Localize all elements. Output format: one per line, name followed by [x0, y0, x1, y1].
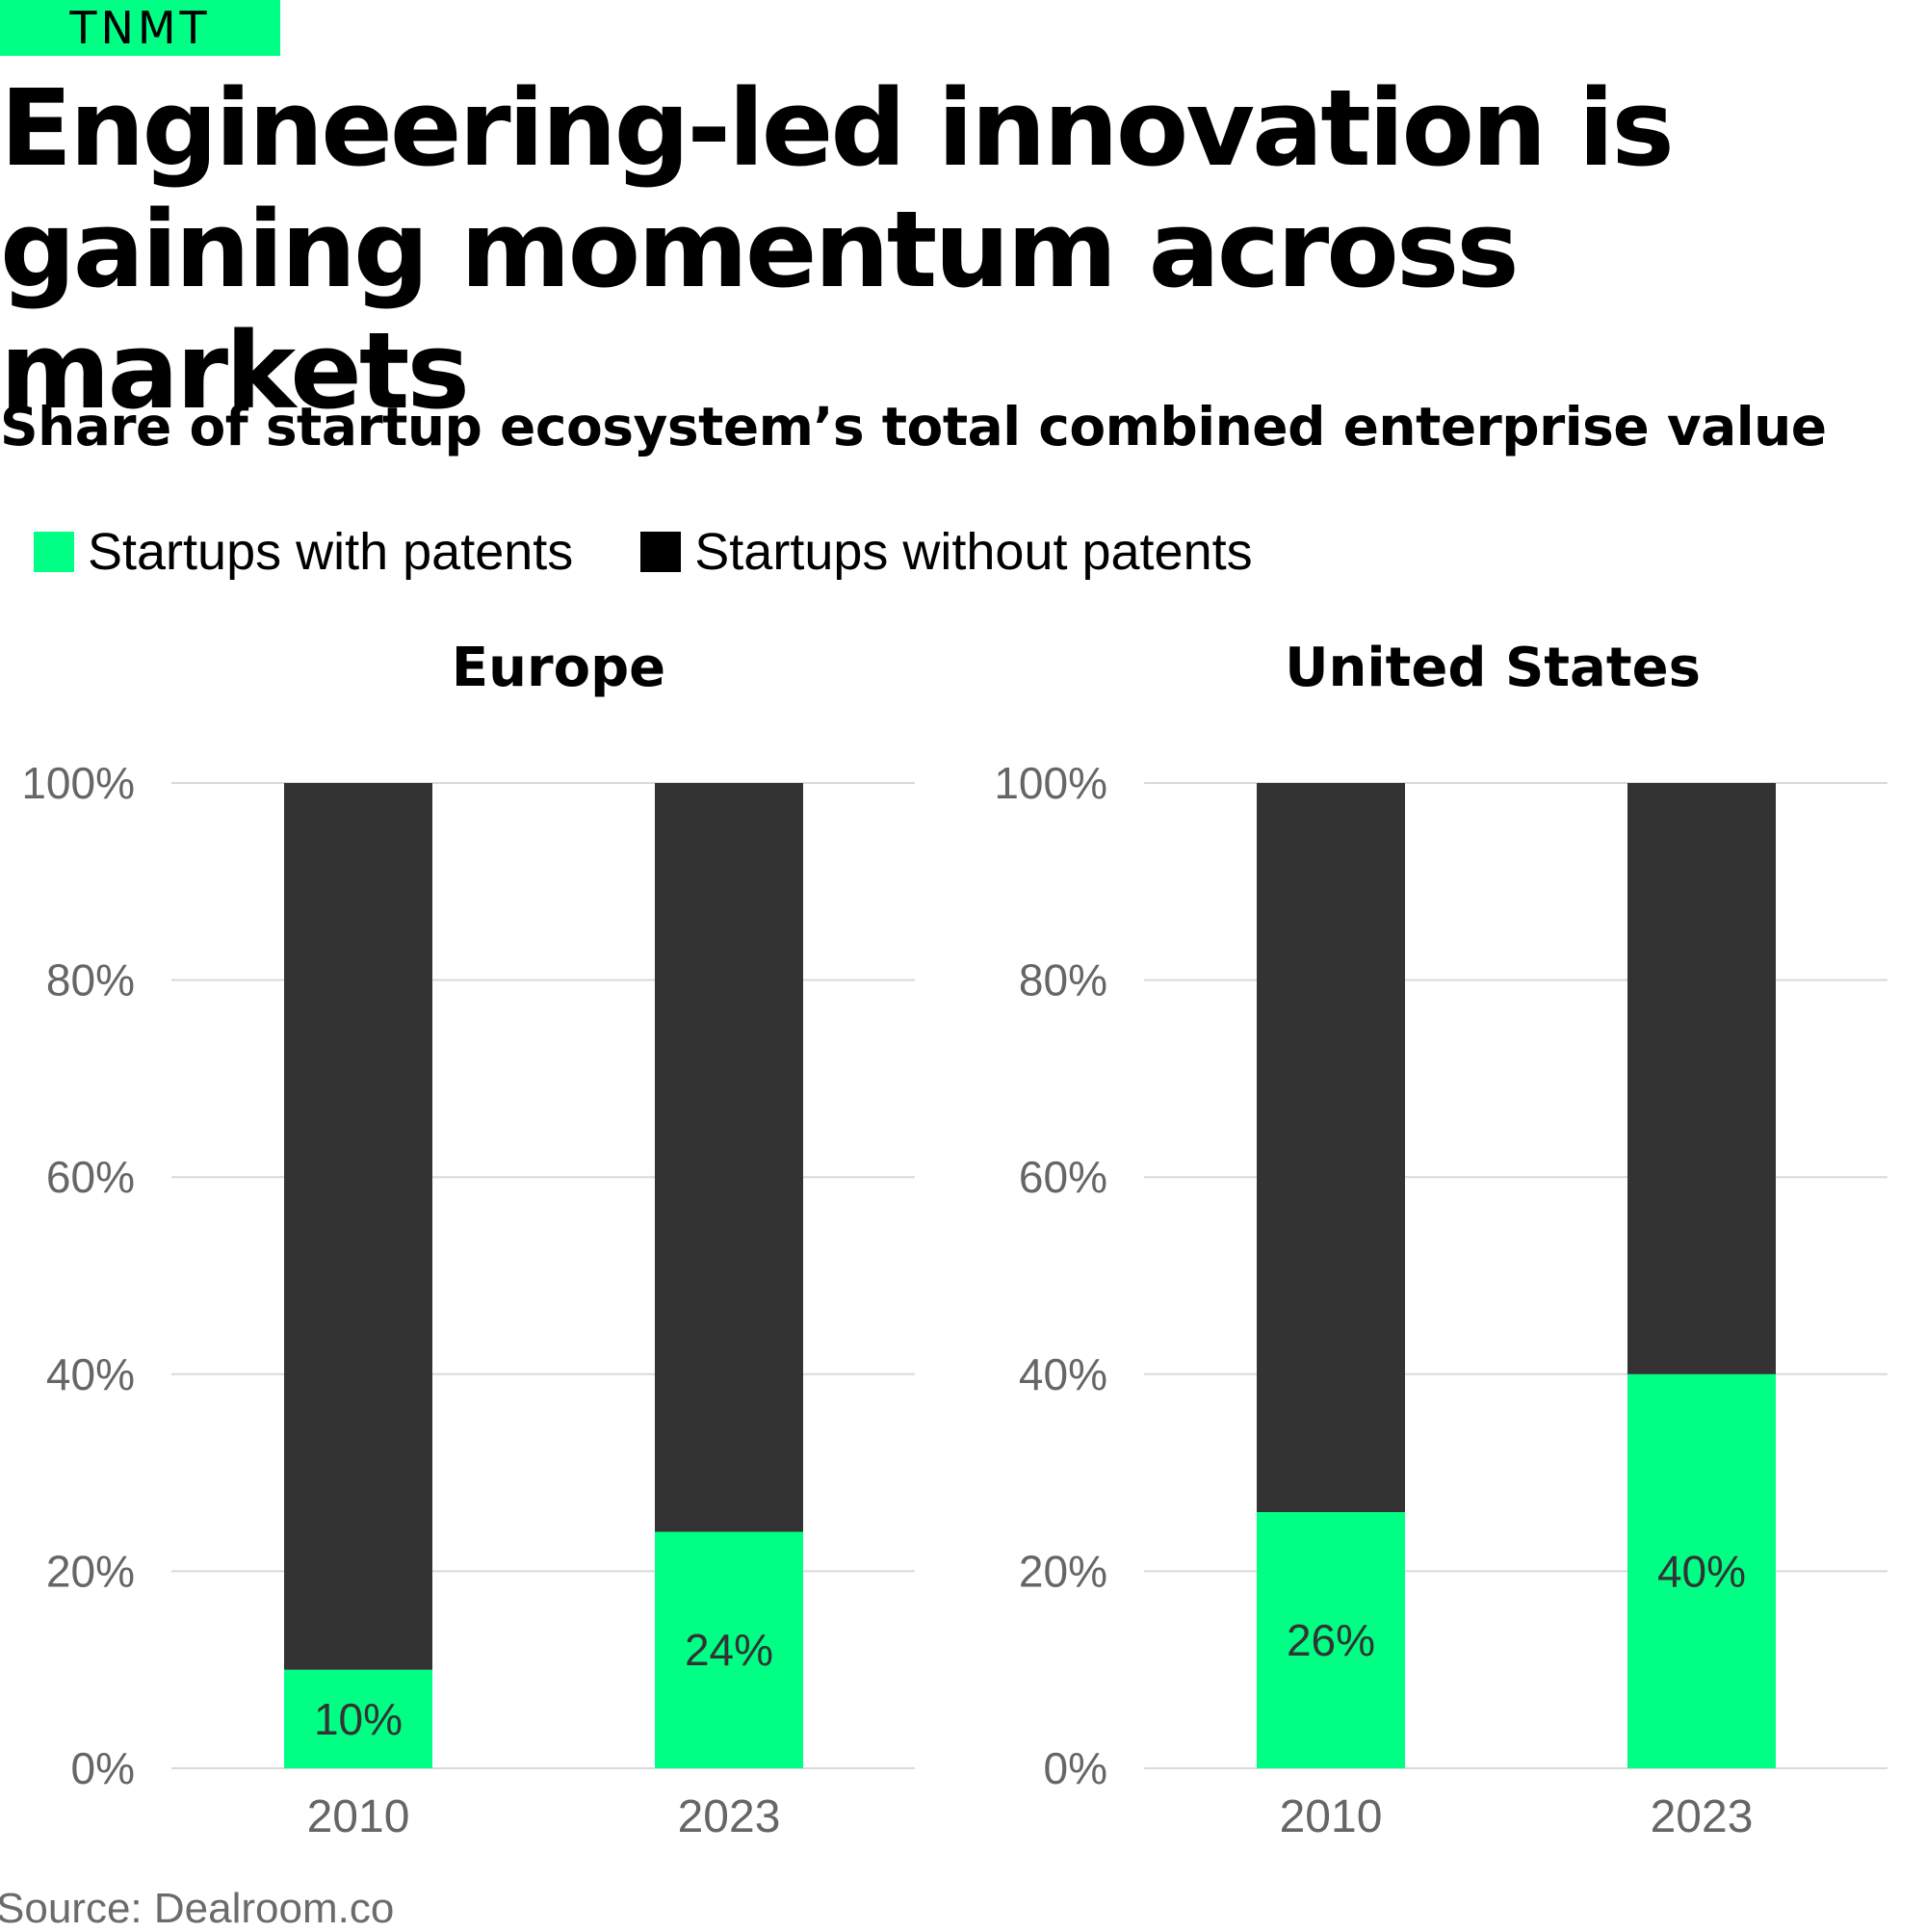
source-note: Source: Dealroom.co [0, 1885, 395, 1932]
bar-segment-europe-2010-without-patents [284, 783, 432, 1670]
page-title: Engineering-led innovation is gaining mo… [0, 66, 1675, 432]
bar-segment-united-states-2010-with-patents [1257, 1512, 1405, 1768]
y-tick-label-united-states: 80% [1019, 955, 1107, 1005]
bar-segment-united-states-2023-with-patents [1627, 1373, 1776, 1768]
y-tick-label-europe: 80% [46, 955, 135, 1005]
bar-segment-europe-2023-without-patents [655, 783, 803, 1532]
data-label-europe-2010: 10% [314, 1694, 403, 1744]
y-tick-label-europe: 40% [46, 1349, 135, 1399]
panel-title-united-states: United States [1285, 637, 1701, 699]
y-tick-label-europe: 100% [21, 758, 135, 808]
x-tick-label-united-states-2010: 2010 [1280, 1791, 1383, 1842]
y-tick-label-united-states: 100% [994, 758, 1107, 808]
legend-label-without-patents: Startups without patents [694, 523, 1253, 581]
bar-segment-united-states-2023-without-patents [1627, 783, 1776, 1374]
x-tick-label-europe-2010: 2010 [307, 1791, 410, 1842]
chart-subtitle: Share of startup ecosystem’s total combi… [0, 396, 1827, 457]
bar-segment-united-states-2010-without-patents [1257, 783, 1405, 1513]
panel-title-europe: Europe [452, 637, 665, 699]
legend-label-with-patents: Startups with patents [88, 523, 574, 581]
y-tick-label-united-states: 40% [1019, 1349, 1107, 1399]
legend-item-without-patents: Startups without patents [640, 522, 1253, 582]
y-tick-label-united-states: 20% [1019, 1546, 1107, 1596]
charts-area: Europe 0% 20% 40% 60% 80% 100% 10% 2010 24% 2023 Un… [21, 637, 1887, 1842]
data-label-united-states-2023: 40% [1657, 1546, 1746, 1596]
data-label-united-states-2010: 26% [1287, 1615, 1375, 1665]
y-tick-label-europe: 20% [46, 1546, 135, 1596]
legend-item-with-patents: Startups with patents [34, 522, 573, 582]
x-tick-label-europe-2023: 2023 [678, 1791, 781, 1842]
y-tick-label-europe: 0% [71, 1743, 135, 1793]
y-tick-label-united-states: 0% [1044, 1743, 1107, 1793]
data-label-europe-2023: 24% [685, 1625, 773, 1675]
legend-swatch-with-patents [34, 532, 74, 572]
x-tick-label-united-states-2023: 2023 [1651, 1791, 1754, 1842]
legend: Startups with patents Startups without p… [34, 518, 1320, 586]
legend-swatch-without-patents [640, 532, 682, 572]
y-tick-label-europe: 60% [46, 1152, 135, 1202]
brand-logo: TNMT [0, 0, 280, 56]
bar-segment-europe-2010-with-patents [284, 1669, 432, 1768]
y-tick-label-united-states: 60% [1019, 1152, 1107, 1202]
brand-name: TNMT [69, 2, 211, 54]
bar-segment-europe-2023-with-patents [655, 1531, 803, 1768]
